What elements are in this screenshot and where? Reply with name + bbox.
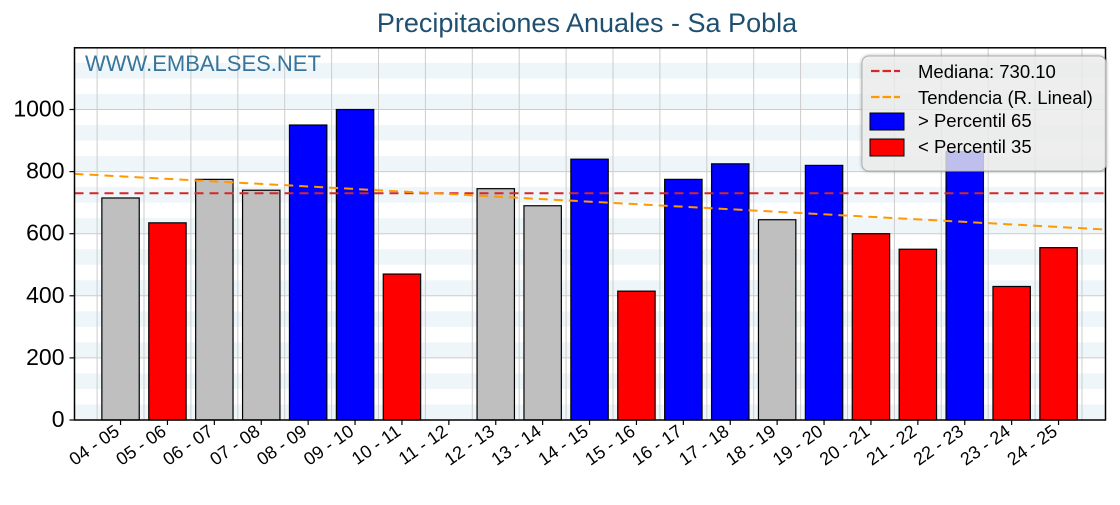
svg-text:Precipitaciones Anuales - Sa P: Precipitaciones Anuales - Sa Pobla [377,8,798,38]
svg-text:400: 400 [26,282,64,308]
svg-text:Tendencia (R. Lineal): Tendencia (R. Lineal) [918,87,1093,108]
svg-text:1000: 1000 [13,96,64,122]
svg-text:WWW.EMBALSES.NET: WWW.EMBALSES.NET [85,51,321,76]
svg-text:Mediana: 730.10: Mediana: 730.10 [918,61,1056,82]
svg-text:200: 200 [26,344,64,370]
svg-text:800: 800 [26,158,64,184]
svg-text:600: 600 [26,220,64,246]
svg-text:< Percentil 35: < Percentil 35 [918,136,1032,157]
svg-text:0: 0 [52,406,65,432]
svg-text:> Percentil 65: > Percentil 65 [918,110,1032,131]
